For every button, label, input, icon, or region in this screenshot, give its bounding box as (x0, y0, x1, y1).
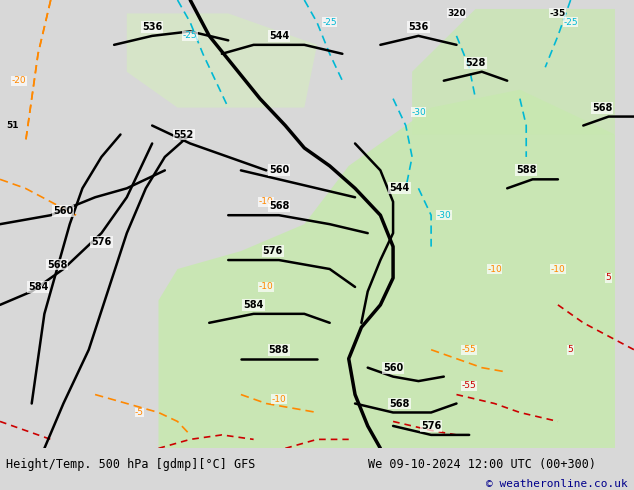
Text: -10: -10 (550, 265, 566, 273)
Text: Height/Temp. 500 hPa [gdmp][°C] GFS: Height/Temp. 500 hPa [gdmp][°C] GFS (6, 458, 256, 471)
Text: 544: 544 (269, 31, 289, 41)
Text: 544: 544 (389, 183, 410, 194)
Text: -30: -30 (411, 108, 426, 117)
Text: -5: -5 (135, 408, 144, 417)
Text: 528: 528 (465, 58, 486, 68)
Text: 588: 588 (269, 344, 289, 355)
Text: We 09-10-2024 12:00 UTC (00+300): We 09-10-2024 12:00 UTC (00+300) (368, 458, 596, 471)
Text: -10: -10 (271, 394, 287, 404)
Text: 576: 576 (91, 237, 112, 247)
Text: © weatheronline.co.uk: © weatheronline.co.uk (486, 479, 628, 489)
Text: -25: -25 (322, 18, 337, 27)
Text: 584: 584 (28, 282, 48, 292)
Text: 552: 552 (174, 129, 194, 140)
Text: 560: 560 (53, 206, 74, 216)
Text: 320: 320 (447, 9, 466, 18)
Text: -25: -25 (183, 31, 198, 40)
Polygon shape (127, 13, 317, 108)
Text: -55: -55 (462, 345, 477, 354)
Text: 588: 588 (516, 165, 536, 175)
Text: 584: 584 (243, 300, 264, 310)
Polygon shape (412, 9, 615, 135)
Text: -10: -10 (487, 265, 502, 273)
Text: 568: 568 (389, 398, 410, 409)
Text: 5: 5 (567, 345, 574, 354)
Text: 5: 5 (605, 273, 612, 282)
Text: 560: 560 (269, 165, 289, 175)
Text: -35: -35 (550, 9, 566, 18)
Text: 576: 576 (421, 421, 441, 431)
Text: 568: 568 (47, 260, 67, 270)
Text: 568: 568 (592, 102, 612, 113)
Text: 560: 560 (383, 363, 403, 373)
Text: 576: 576 (262, 246, 283, 256)
Text: 568: 568 (269, 201, 289, 211)
Text: 51: 51 (6, 121, 19, 130)
Text: -30: -30 (436, 211, 451, 220)
Polygon shape (158, 90, 615, 448)
Text: 536: 536 (142, 22, 162, 32)
Text: -25: -25 (563, 18, 578, 27)
Text: -10: -10 (259, 197, 274, 206)
Text: 536: 536 (408, 22, 429, 32)
Text: -20: -20 (11, 76, 27, 85)
Text: -55: -55 (462, 381, 477, 390)
Text: -10: -10 (259, 282, 274, 292)
